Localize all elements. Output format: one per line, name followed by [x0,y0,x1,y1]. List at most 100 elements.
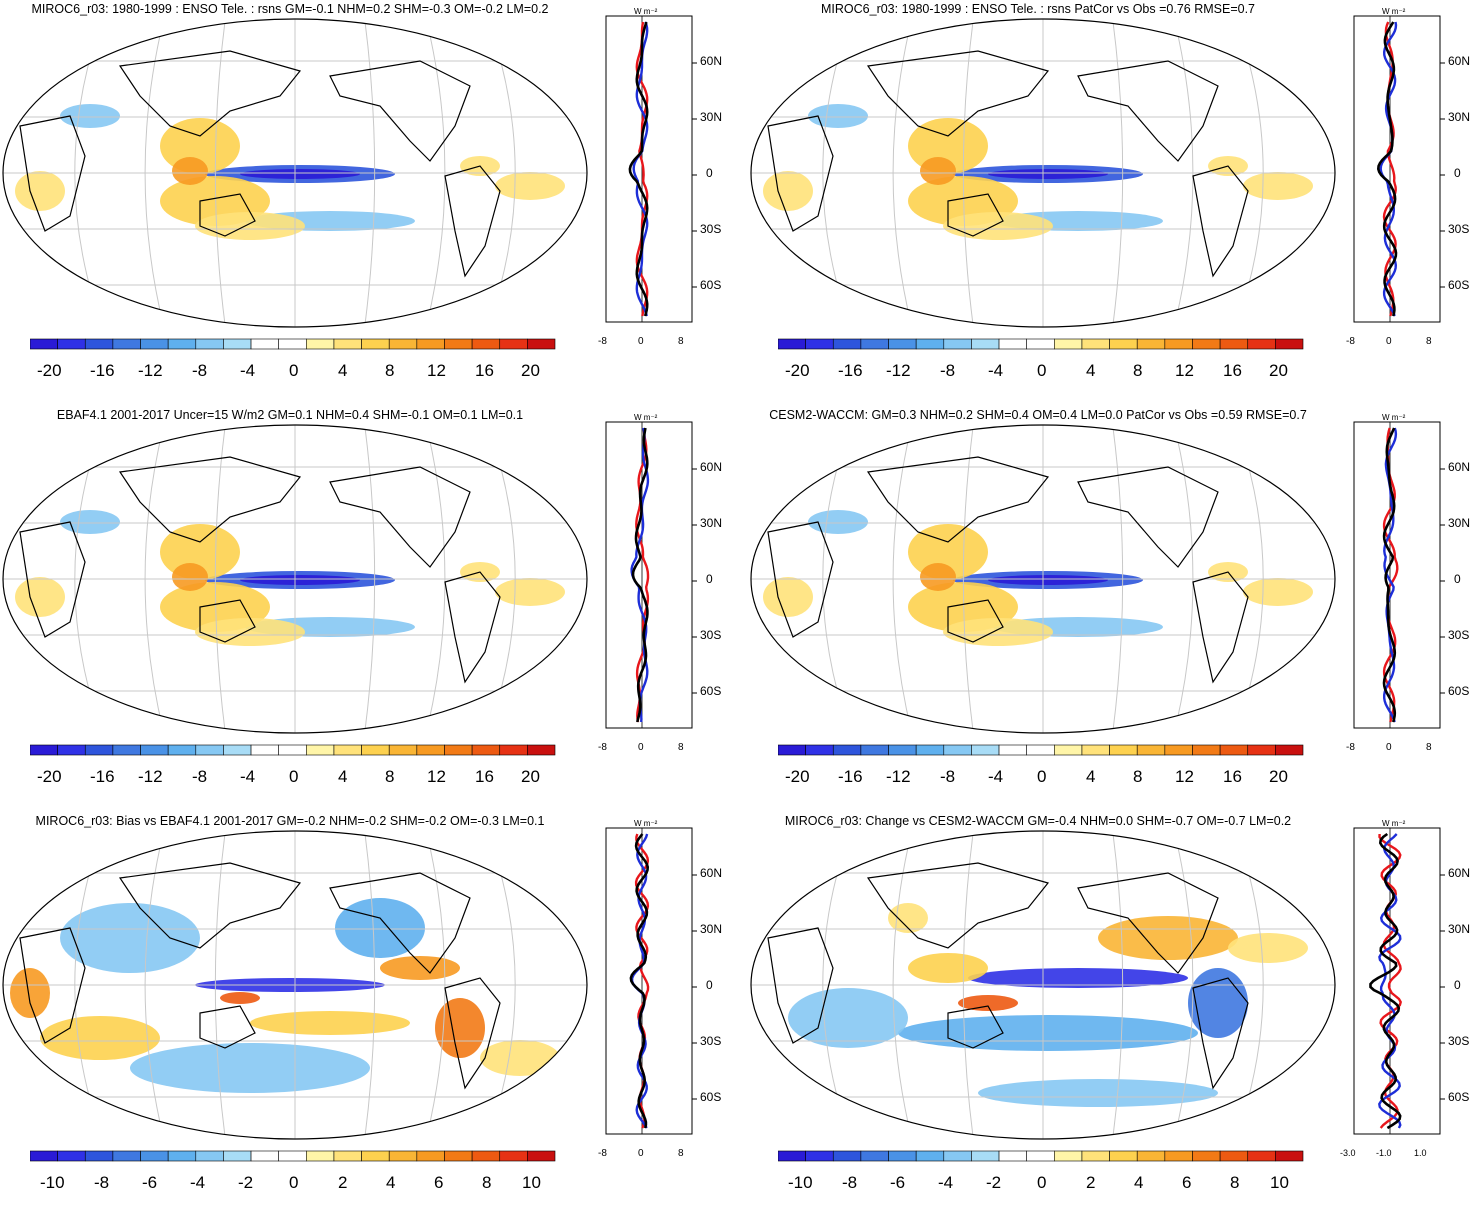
lat-tick-label: 60N [700,460,722,474]
colorbar-swatch [250,744,279,756]
colorbar-swatch [915,1150,945,1162]
zonal-x-tick: -8 [1346,742,1355,753]
graticule-lon [425,19,446,327]
colorbar-swatch [860,338,889,350]
colorbar-swatch [333,1150,362,1162]
panel-title: CESM2-WACCM: GM=0.3 NHM=0.2 SHM=0.4 OM=0… [769,408,1307,422]
coastline [329,60,471,162]
colorbar-tick: -6 [890,1173,905,1192]
colorbar-tick: 0 [289,361,298,380]
graticule-lon [962,831,974,1139]
colorbar-tick: 8 [1133,361,1142,380]
anomaly-region [435,998,485,1058]
anomaly-region [240,169,360,179]
colorbar-tick: -8 [842,1173,857,1192]
colorbar-swatch [278,338,307,350]
robinson-map [2,424,588,734]
zonal-x-tick: 0 [638,742,644,753]
panel-title: MIROC6_r03: 1980-1999 : ENSO Tele. : rsn… [821,2,1255,16]
colorbar-swatch [167,1150,197,1162]
colorbar-tick: -6 [142,1173,157,1192]
colorbar-tick: -16 [838,361,863,380]
coastline [444,165,501,278]
robinson-map [2,18,588,328]
colorbar-swatch [1275,1150,1304,1162]
colorbar-swatch [860,744,889,756]
coastline [118,456,302,543]
lat-tick-label: 60S [700,278,721,292]
graticule-lon [364,425,376,733]
colorbar-swatch [1026,744,1055,756]
colorbar-tick: 12 [427,361,446,380]
colorbar-swatch [471,1150,501,1162]
lat-tick-label: 60S [1448,1090,1469,1104]
graticule-lon [1112,425,1124,733]
colorbar-swatch [888,744,917,756]
colorbar-tick: 12 [427,767,446,786]
colorbar-swatch [57,1150,86,1162]
coastline [767,927,834,1044]
colorbar-tick: -16 [90,361,115,380]
lat-tick-label: 60N [1448,866,1470,880]
colorbar-swatch [57,744,86,756]
anomaly-region [763,577,813,617]
zonal-mean-plot: W m⁻² 60N 30N 0 30S 60S -3.0 -1.0 1.0 [1340,819,1470,1158]
colorbar-swatch [333,338,362,350]
lat-tick-label: 60S [1448,278,1469,292]
colorbar-tick: 20 [1269,361,1288,380]
colorbar-tick: 0 [289,767,298,786]
colorbar-tick: 4 [386,1173,395,1192]
graticule-lon [1173,19,1194,327]
zonal-mean-plot: W m⁻² 60N 30N 0 30S 60S -8 0 8 [598,413,722,753]
lat-tick-label: 30N [700,922,722,936]
lat-tick-label: 30N [1448,922,1470,936]
anomaly-region [195,618,305,646]
colorbar-swatch [527,744,556,756]
anomaly-region [1188,968,1248,1038]
graticule-lon [214,19,226,327]
colorbar-tick: 6 [434,1173,443,1192]
anomaly-region [1228,933,1308,963]
panel-title: MIROC6_r03: 1980-1999 : ENSO Tele. : rsn… [31,2,549,16]
anomaly-region [15,171,65,211]
lat-tick-label: 30S [700,1034,721,1048]
anomaly-region [988,169,1108,179]
lat-tick-label: 60N [700,54,722,68]
colorbar-swatch [361,1150,390,1162]
anomaly-region [920,563,956,591]
zonal-x-tick: 8 [678,1148,684,1159]
colorbar-swatch [1054,1150,1083,1162]
lat-tick-label: 30N [700,110,722,124]
coastline [866,456,1050,543]
anomaly-region [60,510,120,534]
colorbar-swatch [778,744,806,756]
map-field [751,831,1335,1139]
anomaly-region [808,104,868,128]
colorbar-swatch [140,338,169,350]
colorbar-tick: -12 [886,767,911,786]
colorbar-tick: -2 [238,1173,253,1192]
zonal-series-line [628,21,649,317]
colorbar-swatch [84,744,114,756]
colorbar-tick: 10 [522,1173,541,1192]
zonal-x-tick: 8 [1426,742,1432,753]
zonal-frame [605,15,693,323]
coastline [118,862,302,949]
lat-tick-label: 30S [700,628,721,642]
colorbar-swatch [971,744,1000,756]
map-field [3,831,587,1139]
colorbar-swatch [915,744,945,756]
colorbar-swatch [1081,338,1110,350]
colorbar-swatch [388,338,418,350]
colorbar-tick: -20 [37,361,62,380]
colorbar-swatch [499,1150,528,1162]
colorbar-tick: 4 [1134,1173,1143,1192]
lat-tick-label: 0 [1454,978,1461,992]
zonal-frame [1353,15,1441,323]
colorbar-swatch [1136,338,1166,350]
lat-tick-label: 30N [1448,110,1470,124]
lat-tick-label: 0 [706,166,713,180]
graticule-lon [425,831,446,1139]
lat-tick-label: 30S [700,222,721,236]
panel-miroc6-change: MIROC6_r03: Change vs CESM2-WACCM GM=-0.… [748,814,1483,1209]
